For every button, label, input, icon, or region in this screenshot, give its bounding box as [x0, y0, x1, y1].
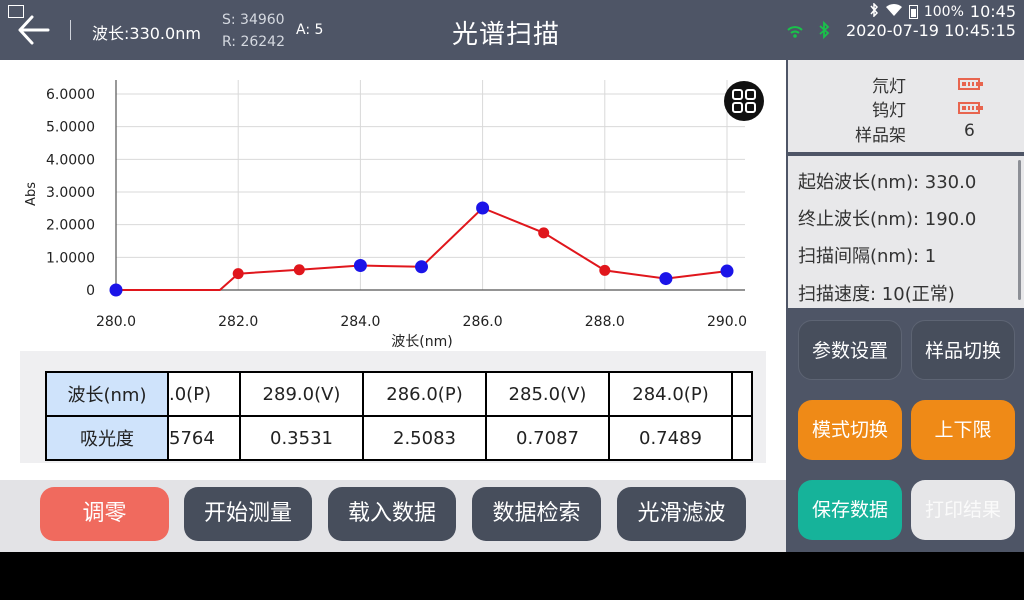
spectrum-chart[interactable]: 0 1.0000 2.0000 3.0000 4.0000 5.0000 6.0000 280…	[0, 60, 786, 350]
grid-icon	[732, 89, 756, 113]
x-tick-label: 288.0	[585, 314, 625, 330]
table-cell: .0(P)	[167, 371, 241, 417]
data-point	[720, 264, 734, 278]
deuterium-lamp-icon	[958, 78, 983, 90]
y-tick-label: 1.0000	[46, 250, 95, 266]
table-cell: 0.7087	[485, 415, 610, 461]
table-header-absorbance: 吸光度	[45, 415, 169, 461]
header-datetime: 2020-07-19 10:45:15	[846, 21, 1016, 40]
picture-notification-icon	[8, 5, 24, 18]
y-tick-label: 5.0000	[46, 120, 95, 136]
scan-params-box[interactable]: 起始波长(nm): 330.0 终止波长(nm): 190.0 扫描间隔(nm)…	[788, 156, 1024, 308]
tungsten-lamp-row: 钨灯	[788, 96, 1024, 121]
table-header-wavelength: 波长(nm)	[45, 371, 169, 417]
x-tick-label: 286.0	[463, 314, 503, 330]
bluetooth-status-icon	[869, 1, 879, 21]
wifi-connected-icon	[786, 24, 804, 43]
y-tick-label: 4.0000	[46, 152, 95, 168]
table-cell-empty	[731, 415, 753, 461]
y-tick-label: 2.0000	[46, 218, 95, 234]
scan-interval: 扫描间隔(nm): 1	[798, 246, 937, 267]
table-row-absorbance: 吸光度 5764 0.3531 2.5083 0.7087 0.7489	[45, 415, 753, 461]
y-tick-label: 6.0000	[46, 87, 95, 103]
peak-table[interactable]: 波长(nm) .0(P) 289.0(V) 286.0(P) 285.0(V) …	[45, 371, 753, 461]
param-settings-button[interactable]: 参数设置	[798, 320, 902, 380]
r-value: R: 26242	[222, 34, 285, 50]
table-cell: 2.5083	[362, 415, 487, 461]
battery-percent: 100%	[923, 3, 964, 20]
params-scrollbar[interactable]	[1018, 160, 1021, 300]
end-wavelength: 终止波长(nm): 190.0	[798, 209, 977, 230]
table-cell: 285.0(V)	[485, 371, 610, 417]
table-cell: 284.0(P)	[608, 371, 733, 417]
zero-button[interactable]: 调零	[40, 487, 169, 541]
data-point	[353, 259, 367, 272]
a-value: A: 5	[296, 22, 324, 38]
bottom-action-bar: 调零 开始测量 载入数据 数据检索 光滑滤波	[0, 480, 786, 552]
right-panel: 氘灯 钨灯 样品架 6 起始波长(nm): 330.0 终止波长(nm): 19…	[786, 60, 1024, 552]
back-arrow-icon[interactable]	[14, 12, 54, 48]
s-value: S: 34960	[222, 12, 285, 28]
bluetooth-connected-icon	[818, 20, 830, 43]
data-point	[538, 227, 550, 239]
data-point	[476, 201, 490, 215]
table-cell: 289.0(V)	[239, 371, 364, 417]
data-point	[659, 272, 673, 286]
series-line	[116, 206, 728, 291]
data-point	[599, 264, 611, 276]
y-axis-label: Abs	[24, 182, 39, 206]
sample-holder-label: 样品架	[855, 126, 906, 146]
scan-speed: 扫描速度: 10(正常)	[798, 284, 955, 305]
lamp-status-box: 氘灯 钨灯 样品架 6	[788, 60, 1024, 152]
page-title: 光谱扫描	[452, 20, 561, 50]
smooth-filter-button[interactable]: 光滑滤波	[617, 487, 746, 541]
system-status-bar: 100% 10:45	[0, 0, 1024, 24]
table-cell: 286.0(P)	[362, 371, 487, 417]
save-data-button[interactable]: 保存数据	[798, 480, 902, 540]
current-wavelength: 波长:330.0nm	[92, 24, 201, 43]
x-axis-label: 波长(nm)	[391, 334, 452, 350]
table-row-wavelength: 波长(nm) .0(P) 289.0(V) 286.0(P) 285.0(V) …	[45, 371, 753, 417]
mode-switch-button[interactable]: 模式切换	[798, 400, 902, 460]
tungsten-lamp-icon	[958, 102, 983, 114]
grid-view-button[interactable]	[724, 81, 764, 121]
x-tick-label: 290.0	[707, 314, 747, 330]
tungsten-lamp-label: 钨灯	[872, 101, 906, 121]
start-measure-button[interactable]: 开始测量	[184, 487, 312, 541]
header-divider	[70, 20, 71, 40]
status-icons: 100% 10:45	[869, 1, 1016, 21]
table-cell: 5764	[167, 415, 241, 461]
x-tick-label: 282.0	[218, 314, 258, 330]
table-cell: 0.3531	[239, 415, 364, 461]
battery-icon	[908, 4, 918, 19]
peak-table-area: 波长(nm) .0(P) 289.0(V) 286.0(P) 285.0(V) …	[20, 351, 766, 463]
data-point	[293, 264, 305, 276]
table-cell: 0.7489	[608, 415, 733, 461]
data-point	[415, 260, 428, 274]
y-tick-label: 3.0000	[46, 185, 95, 201]
load-data-button[interactable]: 载入数据	[328, 487, 456, 541]
x-tick-label: 280.0	[96, 314, 136, 330]
data-point	[109, 283, 123, 297]
wifi-status-icon	[885, 3, 903, 21]
deuterium-lamp-label: 氘灯	[872, 77, 906, 97]
y-tick-label: 0	[86, 283, 95, 299]
sample-switch-button[interactable]: 样品切换	[911, 320, 1015, 380]
signal-readout: S: 34960 R: 26242	[222, 9, 285, 53]
sample-holder-value: 6	[964, 121, 975, 141]
start-wavelength: 起始波长(nm): 330.0	[798, 172, 977, 193]
limits-button[interactable]: 上下限	[911, 400, 1015, 460]
top-bar: 100% 10:45 波长:330.0nm S: 34960 R: 26242 …	[0, 0, 1024, 60]
data-search-button[interactable]: 数据检索	[472, 487, 601, 541]
x-tick-label: 284.0	[340, 314, 380, 330]
sample-holder-row: 样品架 6	[788, 121, 1024, 146]
deuterium-lamp-row: 氘灯	[788, 72, 1024, 97]
data-point	[232, 268, 244, 280]
print-result-button[interactable]: 打印结果	[911, 480, 1015, 540]
table-cell-empty	[731, 371, 753, 417]
clock: 10:45	[969, 2, 1016, 21]
